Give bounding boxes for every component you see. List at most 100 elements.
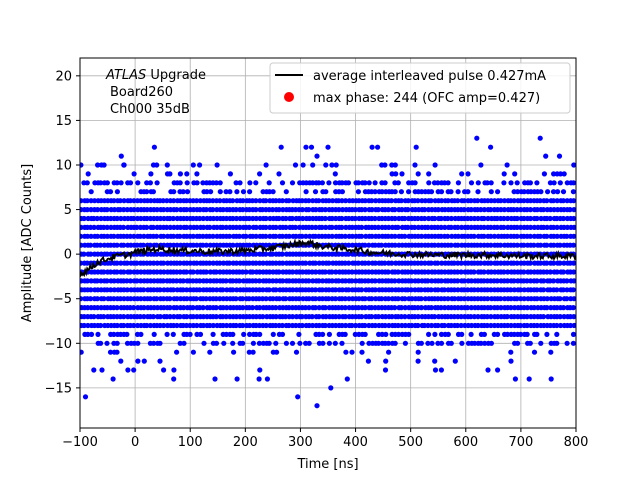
sample-point <box>398 189 404 195</box>
sample-point <box>114 322 120 329</box>
sample-point <box>326 180 332 186</box>
sample-point <box>571 224 576 230</box>
sample-point <box>303 144 309 150</box>
sample-point <box>144 207 150 213</box>
sample-point <box>124 207 130 213</box>
sample-point <box>319 180 325 186</box>
sample-point <box>534 296 540 302</box>
sample-point <box>164 198 170 204</box>
sample-point <box>399 207 405 213</box>
sample-point <box>174 322 180 329</box>
sample-point <box>501 180 507 186</box>
sample-point <box>203 296 209 302</box>
sample-point <box>170 331 176 337</box>
sample-point <box>365 278 371 284</box>
sample-point <box>151 260 157 266</box>
sample-point <box>428 198 434 204</box>
sample-point <box>389 171 395 177</box>
sample-point <box>114 269 120 275</box>
sample-point <box>349 278 355 284</box>
sample-point <box>184 180 190 186</box>
sample-point <box>570 242 576 248</box>
sample-point <box>184 171 190 177</box>
sample-point <box>501 215 507 222</box>
sample-point <box>230 340 236 346</box>
sample-point <box>319 224 325 230</box>
sample-point <box>240 198 246 204</box>
sample-point <box>243 233 249 239</box>
sample-point <box>121 269 127 275</box>
sample-point <box>488 207 494 213</box>
sample-point <box>233 322 239 329</box>
sample-point <box>273 314 279 320</box>
sample-point <box>101 162 107 168</box>
sample-point <box>515 340 521 346</box>
sample-point <box>346 242 352 248</box>
sample-point <box>418 296 424 302</box>
sample-point <box>210 322 216 329</box>
sample-point <box>120 224 127 230</box>
sample-point <box>114 180 120 186</box>
sample-point <box>402 340 408 346</box>
sample-point <box>342 296 348 302</box>
sample-point <box>312 305 318 311</box>
sample-point <box>429 340 435 346</box>
sample-point <box>200 322 206 329</box>
sample-point <box>560 305 567 311</box>
sample-point <box>200 224 207 230</box>
sample-point <box>475 322 481 329</box>
sample-point <box>161 233 167 239</box>
sample-point <box>85 171 91 177</box>
sample-point <box>465 171 471 177</box>
sample-point <box>246 349 252 355</box>
sample-point <box>161 367 167 373</box>
sample-point <box>148 198 154 204</box>
sample-point <box>164 162 170 168</box>
sample-point <box>375 224 381 230</box>
sample-point <box>114 260 120 266</box>
sample-point <box>465 189 471 195</box>
sample-point <box>114 242 120 248</box>
sample-point <box>128 296 134 302</box>
sample-point <box>171 376 177 382</box>
sample-point <box>352 215 358 222</box>
sample-point <box>326 260 332 266</box>
sample-point <box>560 189 567 195</box>
sample-point <box>299 322 305 329</box>
sample-point <box>468 198 474 204</box>
sample-point <box>256 340 262 346</box>
sample-point <box>548 349 554 355</box>
sample-point <box>366 340 372 346</box>
sample-point <box>306 278 312 284</box>
sample-point <box>121 207 127 213</box>
sample-point <box>316 180 322 186</box>
sample-point <box>207 260 213 266</box>
sample-point <box>234 287 240 293</box>
sample-point <box>141 358 147 364</box>
sample-point <box>472 340 478 346</box>
sample-point <box>537 233 543 239</box>
sample-point <box>296 278 302 284</box>
sample-point <box>223 189 229 195</box>
sample-point <box>121 198 127 204</box>
sample-point <box>296 260 302 266</box>
sample-point <box>124 278 130 284</box>
sample-point <box>203 207 209 213</box>
sample-point <box>540 287 547 293</box>
sample-point <box>342 331 348 337</box>
sample-point <box>419 189 425 195</box>
sample-point <box>544 198 550 204</box>
sample-point <box>257 171 263 177</box>
sample-point <box>551 180 557 186</box>
sample-point <box>544 296 550 302</box>
sample-point <box>210 287 216 293</box>
sample-point <box>94 233 101 239</box>
sample-point <box>84 260 90 266</box>
sample-point <box>286 322 292 329</box>
sample-point <box>422 207 428 213</box>
sample-point <box>554 287 560 293</box>
sample-point <box>114 215 120 222</box>
sample-point <box>438 189 445 195</box>
sample-point <box>413 144 419 150</box>
